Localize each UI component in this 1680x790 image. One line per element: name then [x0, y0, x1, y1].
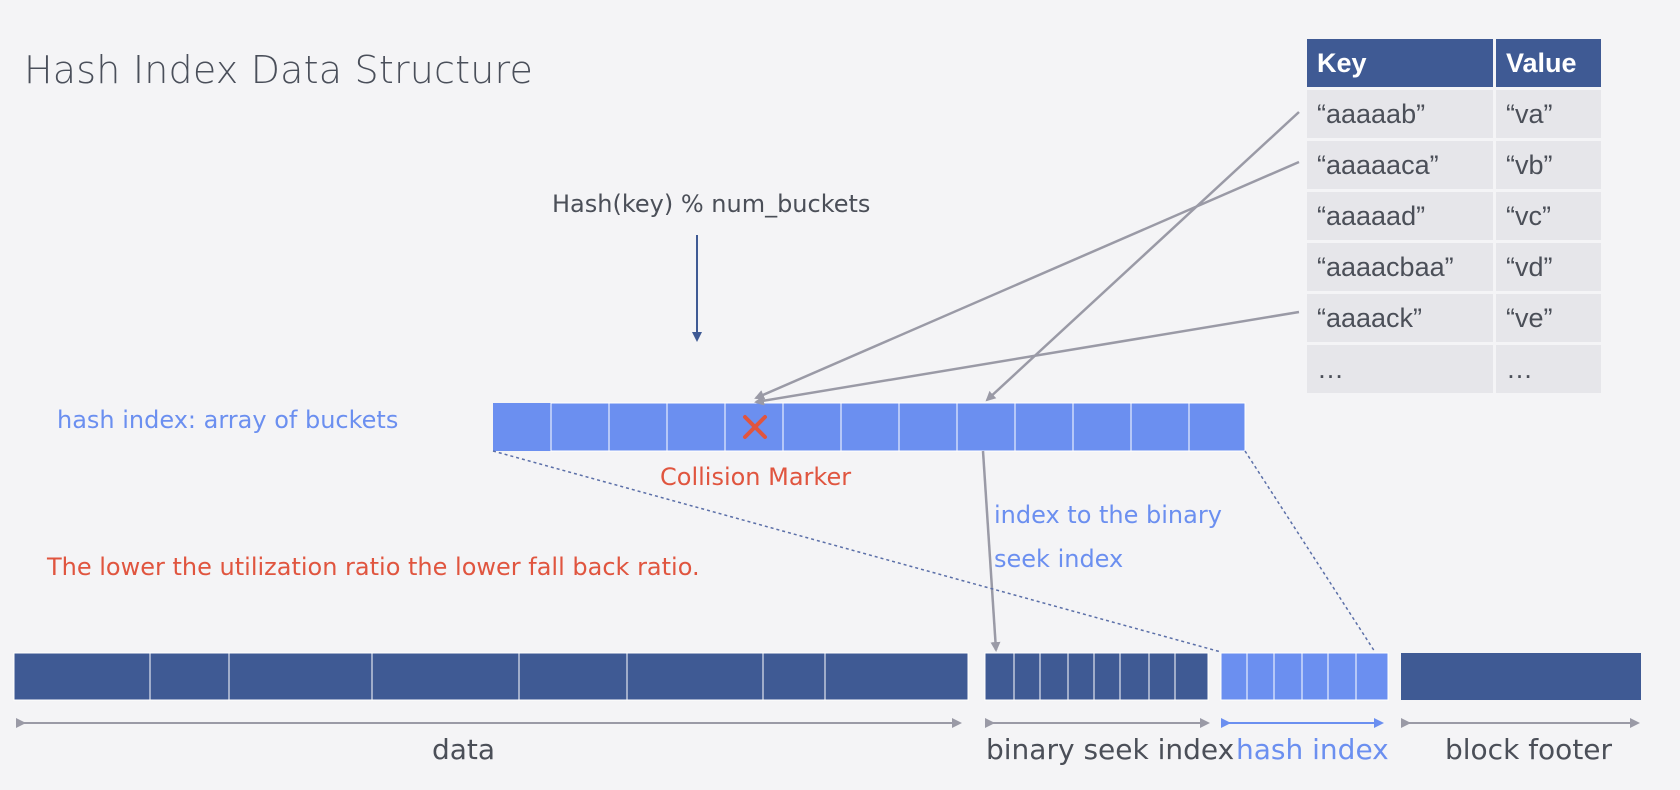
table-header-row: Key Value: [1307, 39, 1601, 87]
zoom-line-right: [1244, 450, 1376, 653]
table-row: “aaaacbaa” “vd”: [1307, 243, 1601, 291]
hash-index-segment-label: hash index: [1236, 733, 1389, 766]
table-cell-key: “aaaaad”: [1307, 192, 1493, 240]
table-header-key: Key: [1307, 39, 1493, 87]
data-block-cell: [626, 652, 764, 701]
seek-index-cell: [1093, 652, 1121, 701]
data-block-cell: [371, 652, 520, 701]
bucket: [550, 402, 610, 452]
collision-marker-label: Collision Marker: [660, 463, 852, 491]
data-block: [13, 652, 969, 701]
data-block-cell: [149, 652, 230, 701]
table-cell-key: …: [1307, 345, 1493, 393]
bucket: [840, 402, 900, 452]
table-cell-value: “ve”: [1496, 294, 1601, 342]
binary-seek-index-block: [984, 652, 1209, 701]
bucket: [493, 403, 551, 451]
table-cell-value: “vb”: [1496, 141, 1601, 189]
bucket: [782, 402, 842, 452]
bucket: [1188, 402, 1246, 452]
bucket-to-seek-index-arrow: [981, 450, 1001, 652]
table-cell-key: “aaaaab”: [1307, 90, 1493, 138]
data-block-cell: [518, 652, 628, 701]
block-footer-segment-label: block footer: [1445, 733, 1613, 766]
seek-index-cell: [1119, 652, 1150, 701]
data-segment-label: data: [432, 733, 496, 766]
table-row: “aaaaad” “vc”: [1307, 192, 1601, 240]
table-header-value: Value: [1496, 39, 1601, 87]
hash-index-cell: [1220, 652, 1248, 701]
bucket: [666, 402, 726, 452]
index-to-binary-line1: index to the binary: [994, 501, 1222, 529]
block-footer-block: [1401, 653, 1641, 700]
table-row: “aaaaaca” “vb”: [1307, 141, 1601, 189]
bucket-array: [493, 402, 1246, 452]
hash-index-cell: [1355, 652, 1389, 701]
table-cell-value: “vd”: [1496, 243, 1601, 291]
key-pointer-arrow: [985, 111, 1300, 402]
bucket: [1072, 402, 1132, 452]
seek-index-cell: [984, 652, 1015, 701]
seek-index-cell: [1174, 652, 1209, 701]
seek-index-cell: [1013, 652, 1041, 701]
bucket: [956, 402, 1016, 452]
seek-index-cell: [1067, 652, 1095, 701]
table-cell-value: “va”: [1496, 90, 1601, 138]
hash-index-cell: [1246, 652, 1275, 701]
table-cell-value: …: [1496, 345, 1601, 393]
index-to-binary-line2: seek index: [994, 545, 1124, 573]
bucket: [1130, 402, 1190, 452]
bucket: [1014, 402, 1074, 452]
bucket: [608, 402, 668, 452]
hash-index-cell: [1273, 652, 1303, 701]
key-value-table: Key Value “aaaaab” “va” “aaaaaca” “vb” “…: [1304, 36, 1604, 396]
hash-formula-label: Hash(key) % num_buckets: [552, 190, 871, 218]
hash-index-cell: [1327, 652, 1357, 701]
table-row: “aaaack” “ve”: [1307, 294, 1601, 342]
hash-index-block: [1220, 652, 1389, 701]
data-block-cell: [824, 652, 969, 701]
table-cell-value: “vc”: [1496, 192, 1601, 240]
table-cell-key: “aaaack”: [1307, 294, 1493, 342]
diagram-title: Hash Index Data Structure: [24, 48, 534, 92]
table-cell-key: “aaaaaca”: [1307, 141, 1493, 189]
table-row: “aaaaab” “va”: [1307, 90, 1601, 138]
hash-index-cell: [1301, 652, 1329, 701]
seek-index-cell: [1148, 652, 1176, 701]
hash-index-array-label: hash index: array of buckets: [57, 406, 399, 434]
table-cell-key: “aaaacbaa”: [1307, 243, 1493, 291]
data-block-cell: [228, 652, 373, 701]
binary-seek-index-segment-label: binary seek index: [986, 733, 1235, 766]
table-row: … …: [1307, 345, 1601, 393]
utilization-note: The lower the utilization ratio the lowe…: [47, 553, 700, 581]
index-to-binary-label: index to the binary seek index: [994, 493, 1222, 581]
key-pointer-arrow: [754, 160, 1300, 400]
collision-x-icon: [743, 415, 767, 439]
data-block-cell: [762, 652, 826, 701]
key-pointer-arrow: [754, 310, 1300, 406]
bucket: [898, 402, 958, 452]
data-block-cell: [13, 652, 151, 701]
seek-index-cell: [1039, 652, 1069, 701]
